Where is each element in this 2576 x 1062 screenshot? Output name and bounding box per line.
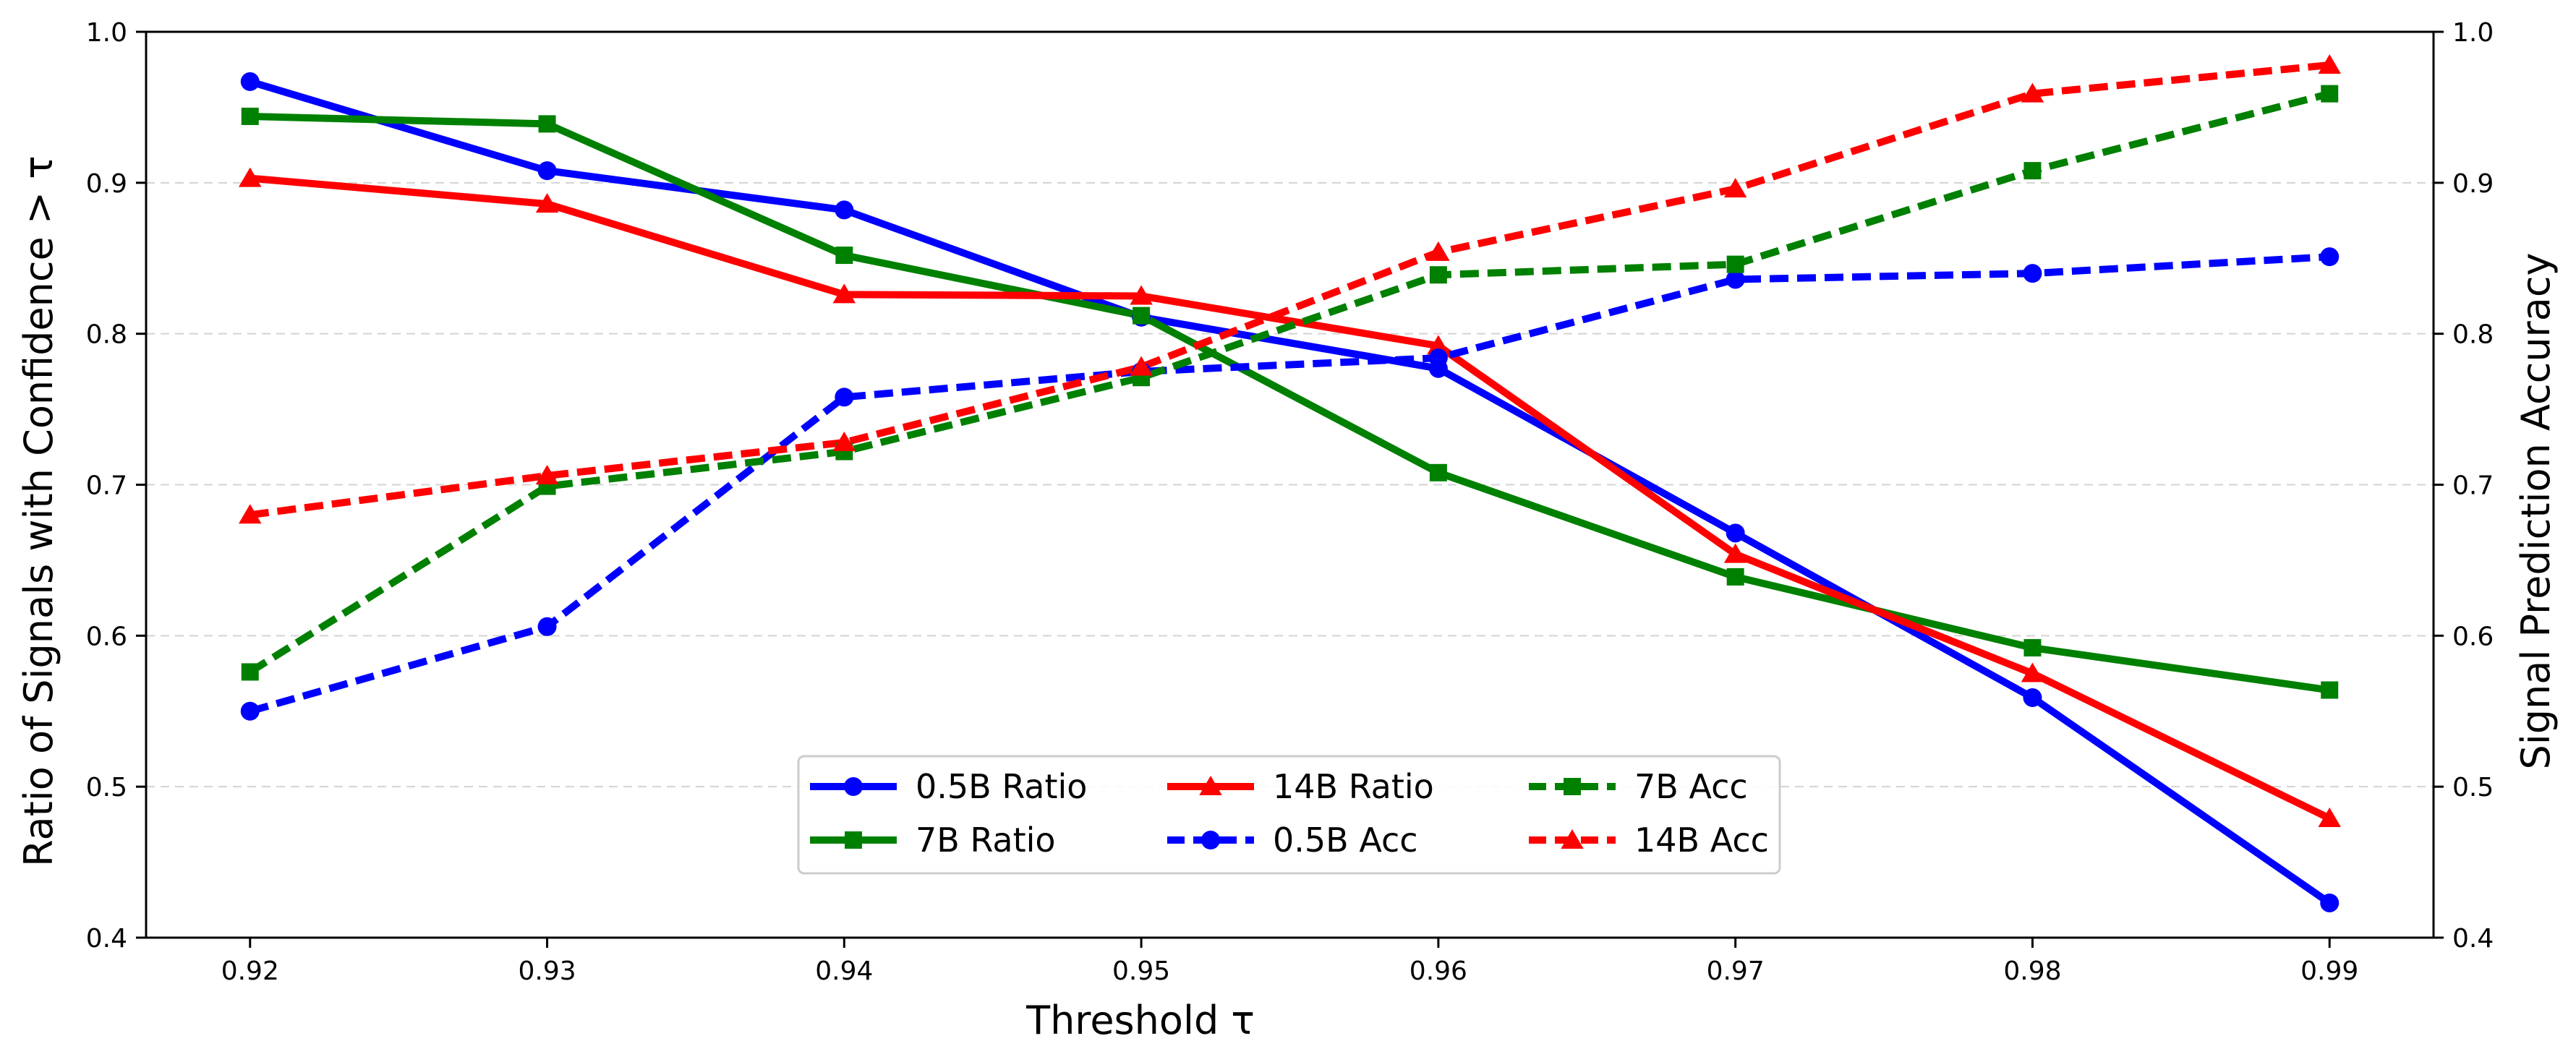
- data-point-14b-acc: [832, 432, 856, 452]
- y2-tick-label: 0.7: [2452, 471, 2494, 501]
- data-point-7b-acc: [2023, 162, 2042, 180]
- data-point-0-5b-acc: [537, 617, 557, 636]
- data-point-14b-acc: [239, 504, 262, 524]
- y2-tick-label: 0.4: [2452, 924, 2494, 954]
- legend: 0.5B Ratio 14B Ratio 7B Acc 7B Ratio 0.5B Ac…: [797, 755, 1781, 875]
- x-tick-label: 0.94: [815, 956, 873, 986]
- data-point-0-5b-acc: [1428, 348, 1448, 368]
- data-point-14b-acc: [2021, 82, 2044, 103]
- series-line-7b-acc: [248, 90, 2331, 675]
- legend-label-7b-ratio: 7B Ratio: [916, 821, 1056, 860]
- data-point-0-5b-ratio: [537, 161, 557, 181]
- data-point-14b-ratio: [535, 193, 559, 213]
- series-line-0-5b-ratio: [249, 78, 2332, 907]
- y-tick-label: 0.8: [86, 320, 127, 350]
- y-tick-label: 0.6: [86, 622, 127, 651]
- data-point-7b-ratio: [1429, 463, 1447, 481]
- legend-label-14b-acc: 14B Acc: [1634, 821, 1769, 860]
- data-point-0-5b-ratio: [1726, 523, 1745, 543]
- data-point-0-5b-acc: [1726, 270, 1745, 289]
- data-point-0-5b-ratio: [2023, 688, 2042, 707]
- y-axis-label: Ratio of Signals with Confidence > τ: [16, 155, 61, 867]
- x-tick-label: 0.95: [1112, 956, 1170, 986]
- y-tick-label: 0.5: [86, 773, 127, 802]
- x-tick-label: 0.92: [221, 956, 279, 986]
- legend-marker-0-5b-acc: [1201, 831, 1220, 849]
- legend-marker-7b-ratio: [845, 831, 862, 849]
- data-point-14b-acc: [535, 464, 559, 484]
- data-point-0-5b-acc: [2320, 247, 2340, 267]
- data-point-0-5b-ratio: [2320, 893, 2340, 912]
- legend-marker-0-5b-ratio: [844, 777, 863, 796]
- y2-tick-label: 0.9: [2452, 169, 2494, 199]
- series-layer: [248, 61, 2332, 907]
- legend-marker-7b-acc: [1564, 778, 1581, 795]
- data-point-14b-acc: [2318, 53, 2341, 74]
- data-point-0-5b-acc: [835, 387, 854, 407]
- data-point-7b-ratio: [1726, 568, 1744, 586]
- data-point-14b-acc: [1130, 356, 1153, 376]
- data-point-7b-acc: [1429, 266, 1447, 284]
- axes-layer: 0.4 0.4 0.5 0.5 0.6 0.6 0.7 0.7 0.8 0.8 0.9 0.9 1.0 1…: [86, 18, 2494, 986]
- series-line-7b-ratio: [250, 112, 2330, 694]
- data-point-7b-acc: [241, 663, 259, 681]
- series-line-14b-acc: [250, 61, 2330, 519]
- data-point-14b-ratio: [1130, 285, 1153, 305]
- y-tick-label: 0.9: [86, 169, 127, 199]
- series-line-14b-ratio: [250, 174, 2332, 822]
- data-point-0-5b-ratio: [835, 200, 854, 220]
- x-tick-label: 0.96: [1409, 956, 1467, 986]
- legend-marker-14b-acc: [1561, 829, 1584, 849]
- data-point-14b-ratio: [1723, 543, 1747, 563]
- legend-label-7b-acc: 7B Acc: [1634, 767, 1748, 806]
- data-point-14b-ratio: [832, 283, 856, 304]
- y-tick-label: 0.7: [86, 471, 127, 501]
- data-point-7b-acc: [1726, 255, 1744, 273]
- data-point-7b-ratio: [1133, 307, 1151, 325]
- data-point-7b-ratio: [2321, 681, 2339, 699]
- x-tick-label: 0.93: [518, 956, 576, 986]
- data-point-14b-acc: [1427, 241, 1450, 261]
- legend-label-14b-ratio: 14B Ratio: [1273, 767, 1434, 806]
- legend-marker-14b-ratio: [1199, 776, 1222, 795]
- y2-tick-label: 0.5: [2452, 773, 2494, 802]
- x-axis-label: Threshold τ: [1025, 998, 1255, 1043]
- x-tick-label: 0.98: [2003, 956, 2061, 986]
- x-tick-label: 0.97: [1707, 956, 1765, 986]
- data-point-14b-ratio: [1427, 335, 1450, 355]
- y-tick-label: 1.0: [86, 18, 127, 48]
- data-point-7b-ratio: [241, 107, 259, 125]
- data-point-0-5b-acc: [240, 701, 260, 721]
- y2-axis-label: Signal Prediction Accuracy: [2513, 253, 2559, 770]
- data-point-14b-ratio: [2021, 662, 2044, 682]
- data-point-7b-acc: [2321, 85, 2339, 103]
- markers-layer: [239, 53, 2341, 912]
- data-point-7b-ratio: [2023, 639, 2042, 657]
- data-point-7b-ratio: [538, 115, 556, 133]
- y2-tick-label: 0.6: [2452, 622, 2494, 651]
- y2-tick-label: 0.8: [2452, 320, 2494, 350]
- data-point-14b-ratio: [239, 167, 262, 187]
- data-point-14b-acc: [1723, 178, 1747, 198]
- x-tick-label: 0.99: [2300, 956, 2358, 986]
- data-point-0-5b-acc: [2023, 264, 2042, 283]
- series-line-0-5b-acc: [249, 253, 2330, 715]
- legend-label-0-5b-ratio: 0.5B Ratio: [916, 767, 1087, 806]
- data-point-0-5b-ratio: [240, 72, 260, 91]
- y-tick-label: 0.4: [86, 924, 127, 954]
- legend-label-0-5b-acc: 0.5B Acc: [1273, 821, 1418, 860]
- data-point-7b-ratio: [835, 247, 853, 265]
- y2-tick-label: 1.0: [2452, 18, 2494, 48]
- data-point-14b-ratio: [2318, 808, 2341, 828]
